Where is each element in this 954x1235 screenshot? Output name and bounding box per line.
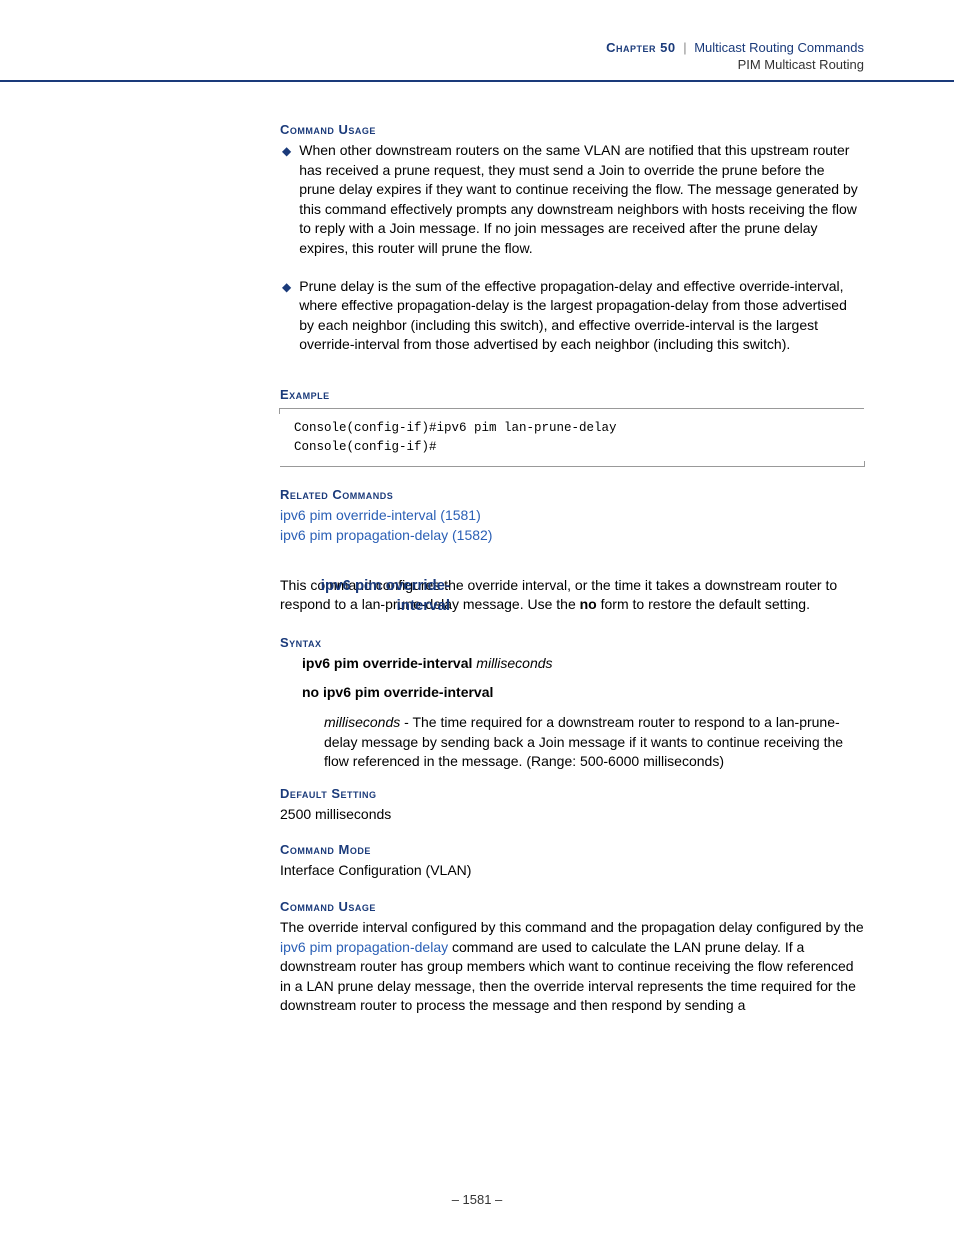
- related-links: ipv6 pim override-interval (1581) ipv6 p…: [280, 506, 864, 545]
- bullet-text: Prune delay is the sum of the effective …: [299, 277, 864, 355]
- syntax-block: ipv6 pim override-interval milliseconds …: [302, 654, 864, 772]
- header-subsection: PIM Multicast Routing: [0, 57, 864, 72]
- header-section: Multicast Routing Commands: [694, 40, 864, 55]
- syntax-heading: Syntax: [280, 635, 864, 650]
- diamond-icon: ◆: [282, 279, 291, 355]
- example-heading: Example: [280, 387, 864, 402]
- command-usage-text: The override interval configured by this…: [280, 918, 864, 1016]
- command-mode-value: Interface Configuration (VLAN): [280, 861, 864, 881]
- page-footer: – 1581 –: [0, 1192, 954, 1207]
- command-mode-heading: Command Mode: [280, 842, 864, 857]
- param-name: milliseconds: [324, 714, 400, 730]
- bullet-item: ◆ Prune delay is the sum of the effectiv…: [280, 277, 864, 355]
- syntax-bold: ipv6 pim override-interval: [302, 655, 472, 671]
- related-link[interactable]: ipv6 pim override-interval (1581): [280, 506, 864, 526]
- command-usage-heading-2: Command Usage: [280, 899, 864, 914]
- desc-bold: no: [580, 596, 597, 612]
- command-usage-heading-1: Command Usage: [280, 122, 864, 137]
- default-setting-value: 2500 milliseconds: [280, 805, 864, 825]
- page-content: Command Usage ◆ When other downstream ro…: [0, 82, 954, 1016]
- page-header: Chapter 50 | Multicast Routing Commands …: [0, 0, 954, 82]
- code-line: Console(config-if)#ipv6 pim lan-prune-de…: [294, 421, 617, 435]
- bullet-item: ◆ When other downstream routers on the s…: [280, 141, 864, 259]
- usage-text: The override interval configured by this…: [280, 919, 864, 935]
- syntax-line: no ipv6 pim override-interval: [302, 683, 864, 703]
- header-line-1: Chapter 50 | Multicast Routing Commands: [0, 40, 864, 55]
- diamond-icon: ◆: [282, 143, 291, 259]
- syntax-bold: no ipv6 pim override-interval: [302, 684, 493, 700]
- chapter-label: Chapter 50: [606, 40, 675, 55]
- bullet-text: When other downstream routers on the sam…: [299, 141, 864, 259]
- related-commands-heading: Related Commands: [280, 487, 864, 502]
- param-desc: - The time required for a downstream rou…: [324, 714, 843, 769]
- code-line: Console(config-if)#: [294, 440, 437, 454]
- command-definition: ipv6 pim override-interval This command …: [280, 576, 864, 615]
- example-code-block: Console(config-if)#ipv6 pim lan-prune-de…: [280, 408, 864, 468]
- default-setting-heading: Default Setting: [280, 786, 864, 801]
- syntax-param: milliseconds - The time required for a d…: [324, 713, 864, 772]
- desc-text: form to restore the default setting.: [597, 596, 810, 612]
- syntax-line: ipv6 pim override-interval milliseconds: [302, 654, 864, 674]
- command-title: ipv6 pim override-interval: [280, 576, 450, 617]
- related-link[interactable]: ipv6 pim propagation-delay (1582): [280, 526, 864, 546]
- syntax-italic: milliseconds: [476, 655, 552, 671]
- page-number: – 1581 –: [452, 1192, 503, 1207]
- inline-link[interactable]: ipv6 pim propagation-delay: [280, 939, 448, 955]
- header-separator: |: [683, 40, 686, 55]
